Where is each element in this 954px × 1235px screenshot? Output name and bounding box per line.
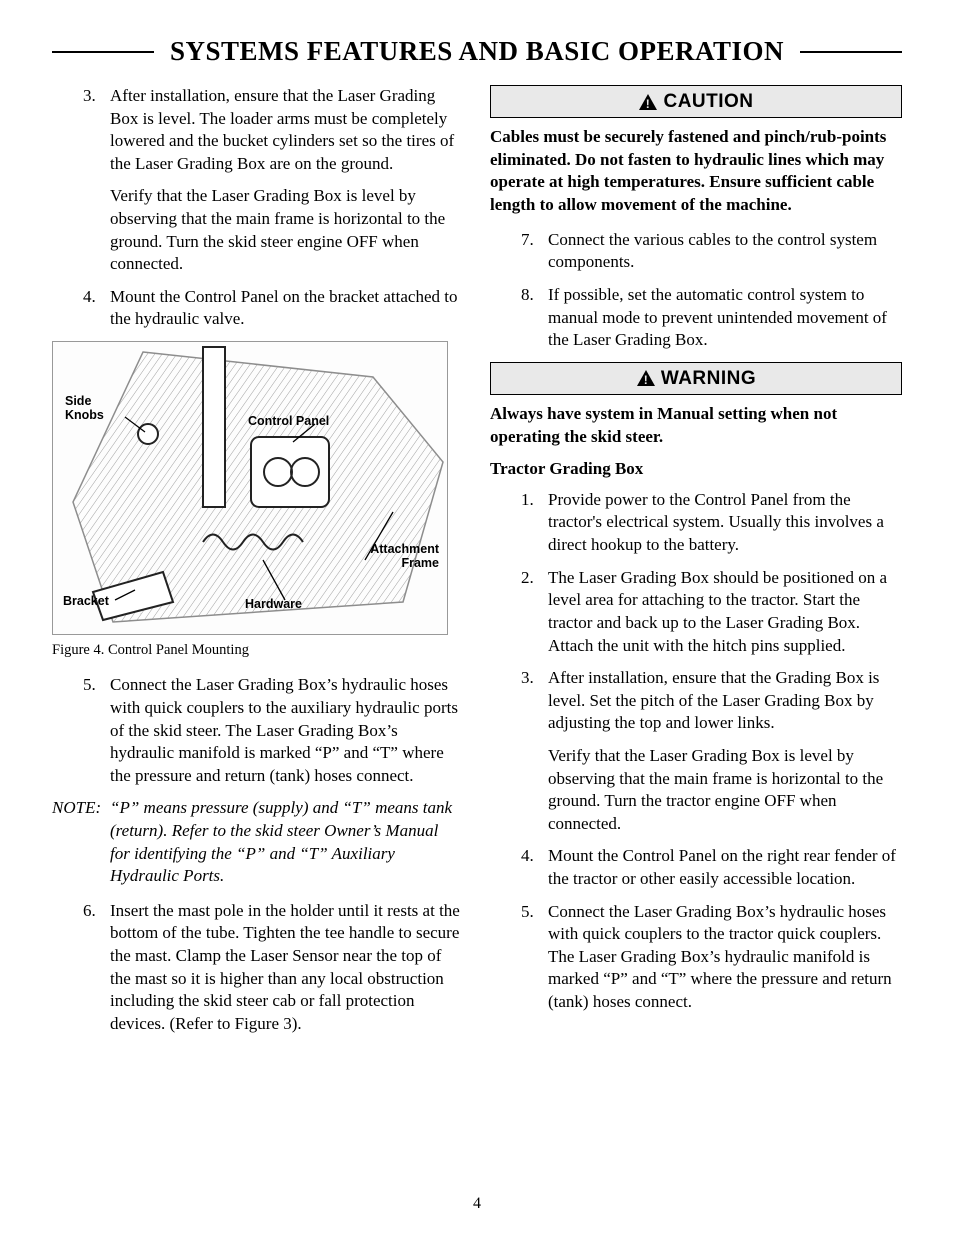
- step-paragraph: Connect the Laser Grading Box’s hydrauli…: [548, 901, 902, 1014]
- step-paragraph: Insert the mast pole in the holder until…: [110, 900, 464, 1036]
- warning-callout: ! WARNING: [490, 362, 902, 395]
- caution-icon: !: [638, 93, 658, 111]
- step-item: Connect the various cables to the contro…: [538, 229, 902, 274]
- warning-text: Always have system in Manual setting whe…: [490, 403, 902, 448]
- figure-4: SideKnobs Control Panel AttachmentFrame …: [52, 341, 464, 660]
- caution-header: ! CAUTION: [491, 86, 901, 117]
- page-title-row: SYSTEMS FEATURES AND BASIC OPERATION: [52, 36, 902, 67]
- warning-label: WARNING: [661, 366, 756, 391]
- warning-icon: !: [636, 369, 656, 387]
- caution-callout: ! CAUTION: [490, 85, 902, 118]
- step-item: Provide power to the Control Panel from …: [538, 489, 902, 557]
- right-column: ! CAUTION Cables must be securely fasten…: [490, 85, 902, 1046]
- step-paragraph: After installation, ensure that the Grad…: [548, 667, 902, 735]
- figure-4-svg: [53, 342, 448, 635]
- figure-label-attachment-frame: AttachmentFrame: [370, 542, 439, 571]
- figure-label-control-panel: Control Panel: [248, 414, 329, 428]
- step-paragraph: Mount the Control Panel on the bracket a…: [110, 286, 464, 331]
- step-item: After installation, ensure that the Lase…: [100, 85, 464, 276]
- svg-text:!: !: [644, 373, 649, 387]
- step-item: Insert the mast pole in the holder until…: [100, 900, 464, 1036]
- step-list: Provide power to the Control Panel from …: [490, 489, 902, 1014]
- step-paragraph: Connect the various cables to the contro…: [548, 229, 902, 274]
- step-paragraph: Verify that the Laser Grading Box is lev…: [548, 745, 902, 835]
- figure-4-caption: Figure 4. Control Panel Mounting: [52, 641, 464, 660]
- step-item: Mount the Control Panel on the bracket a…: [100, 286, 464, 331]
- figure-label-bracket: Bracket: [63, 594, 109, 608]
- step-item: Mount the Control Panel on the right rea…: [538, 845, 902, 890]
- warning-header: ! WARNING: [491, 363, 901, 394]
- step-paragraph: Provide power to the Control Panel from …: [548, 489, 902, 557]
- step-list: Insert the mast pole in the holder until…: [52, 900, 464, 1036]
- tractor-subhead: Tractor Grading Box: [490, 458, 902, 481]
- step-list: Connect the Laser Grading Box’s hydrauli…: [52, 674, 464, 787]
- title-rule-right: [800, 51, 902, 53]
- step-item: Connect the Laser Grading Box’s hydrauli…: [538, 901, 902, 1014]
- step-list: After installation, ensure that the Lase…: [52, 85, 464, 331]
- left-column: After installation, ensure that the Lase…: [52, 85, 464, 1046]
- figure-4-image: SideKnobs Control Panel AttachmentFrame …: [52, 341, 448, 635]
- step-paragraph: The Laser Grading Box should be position…: [548, 567, 902, 657]
- step-paragraph: Mount the Control Panel on the right rea…: [548, 845, 902, 890]
- note-label: NOTE:: [52, 797, 110, 887]
- title-rule-left: [52, 51, 154, 53]
- note-body: “P” means pressure (supply) and “T” mean…: [110, 797, 464, 887]
- manual-page: SYSTEMS FEATURES AND BASIC OPERATION Aft…: [0, 0, 954, 1235]
- step-list: Connect the various cables to the contro…: [490, 229, 902, 352]
- step-item: Connect the Laser Grading Box’s hydrauli…: [100, 674, 464, 787]
- svg-text:!: !: [646, 97, 651, 111]
- caution-label: CAUTION: [663, 89, 753, 114]
- step-item: If possible, set the automatic control s…: [538, 284, 902, 352]
- step-paragraph: If possible, set the automatic control s…: [548, 284, 902, 352]
- figure-label-hardware: Hardware: [245, 597, 302, 611]
- two-column-layout: After installation, ensure that the Lase…: [52, 85, 902, 1046]
- step-item: The Laser Grading Box should be position…: [538, 567, 902, 657]
- caution-text: Cables must be securely fastened and pin…: [490, 126, 902, 216]
- step-item: After installation, ensure that the Grad…: [538, 667, 902, 835]
- step-paragraph: Verify that the Laser Grading Box is lev…: [110, 185, 464, 275]
- step-paragraph: After installation, ensure that the Lase…: [110, 85, 464, 175]
- page-number: 4: [0, 1195, 954, 1213]
- note-block: NOTE: “P” means pressure (supply) and “T…: [52, 797, 464, 887]
- figure-label-side-knobs: SideKnobs: [65, 394, 104, 423]
- page-title: SYSTEMS FEATURES AND BASIC OPERATION: [170, 36, 784, 67]
- step-paragraph: Connect the Laser Grading Box’s hydrauli…: [110, 674, 464, 787]
